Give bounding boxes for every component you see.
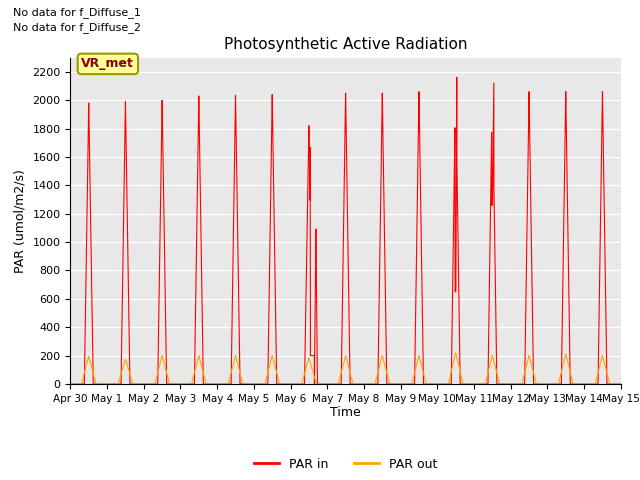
PAR out <box>495 378 503 384</box>
PAR in <box>480 381 488 387</box>
Text: No data for f_Diffuse_2: No data for f_Diffuse_2 <box>13 22 141 33</box>
PAR in <box>453 74 461 80</box>
PAR in <box>495 381 503 387</box>
PAR in <box>509 381 516 387</box>
Line: PAR in: PAR in <box>70 77 621 384</box>
PAR out <box>452 350 460 356</box>
Legend: PAR in, PAR out: PAR in, PAR out <box>249 453 442 476</box>
PAR in <box>617 381 625 387</box>
PAR in <box>516 381 524 387</box>
PAR out <box>67 381 74 387</box>
X-axis label: Time: Time <box>330 407 361 420</box>
PAR in <box>418 272 426 277</box>
Title: Photosynthetic Active Radiation: Photosynthetic Active Radiation <box>224 37 467 52</box>
Line: PAR out: PAR out <box>70 353 621 384</box>
PAR out <box>480 381 488 387</box>
PAR in <box>67 381 74 387</box>
PAR out <box>617 381 625 387</box>
PAR out <box>418 363 426 369</box>
PAR out <box>95 381 103 387</box>
Text: VR_met: VR_met <box>81 58 134 71</box>
Text: No data for f_Diffuse_1: No data for f_Diffuse_1 <box>13 7 141 18</box>
Y-axis label: PAR (umol/m2/s): PAR (umol/m2/s) <box>14 169 27 273</box>
PAR out <box>516 381 524 387</box>
PAR in <box>95 381 103 387</box>
PAR out <box>509 381 516 387</box>
